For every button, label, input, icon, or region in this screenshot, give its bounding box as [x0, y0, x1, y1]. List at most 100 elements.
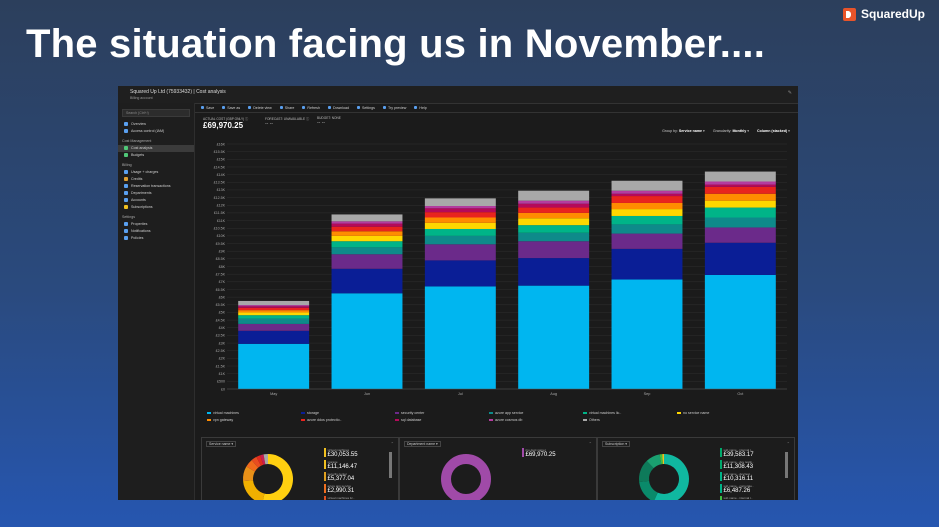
- breakdown-item[interactable]: security center £5,377.04: [324, 472, 384, 482]
- bar-segment-virtual-machines-lic--aug[interactable]: [518, 225, 590, 233]
- bar-segment-security-center-jul[interactable]: [424, 244, 496, 261]
- bar-segment-others-aug[interactable]: [518, 190, 590, 201]
- sidebar-item-credits[interactable]: Credits: [118, 176, 194, 183]
- bar-segment-azure-app-service-jun[interactable]: [331, 247, 403, 255]
- bar-segment-sql-database-aug[interactable]: [518, 203, 590, 208]
- donut-slice[interactable]: [654, 454, 689, 500]
- donut-slice[interactable]: [639, 480, 658, 500]
- bar-segment-sql-database-may[interactable]: [238, 306, 310, 308]
- donut-slice[interactable]: [441, 454, 491, 500]
- panel-expand-icon[interactable]: ⌃: [786, 441, 790, 446]
- granularity-control[interactable]: Granularity: Monthly ▾: [712, 129, 750, 133]
- bar-segment-virtual-machines-lic--oct[interactable]: [704, 207, 776, 218]
- sidebar-item-cost-analysis[interactable]: Cost analysis: [118, 145, 194, 152]
- bar-segment-storage-aug[interactable]: [518, 258, 590, 286]
- donut-slice[interactable]: [659, 454, 663, 465]
- bar-segment-azure-ddos-protectio--may[interactable]: [238, 307, 310, 311]
- breakdown-item[interactable]: virtual machines £30,053.55: [324, 448, 384, 458]
- breakdown-item[interactable]: sub name - internal t.. £39,583.17: [720, 448, 780, 458]
- bar-segment-virtual-machines-lic--may[interactable]: [238, 315, 310, 319]
- bar-segment-vpn-gateway-sep[interactable]: [611, 202, 683, 210]
- legend-item[interactable]: azure app service: [489, 411, 569, 415]
- sidebar-item-properties[interactable]: Properties: [118, 221, 194, 228]
- bar-segment-azure-app-service-sep[interactable]: [611, 224, 683, 234]
- bar-segment-virtual-machines-jun[interactable]: [331, 293, 403, 389]
- pin-icon[interactable]: ✎: [787, 90, 792, 96]
- sidebar-item-access-control-iam[interactable]: Access control (IAM): [118, 128, 194, 135]
- bar-segment-azure-ddos-protectio--aug[interactable]: [518, 207, 590, 213]
- bar-segment-security-center-may[interactable]: [238, 323, 310, 331]
- donut-slice[interactable]: [260, 454, 266, 465]
- sidebar-item-policies[interactable]: Policies: [118, 235, 194, 242]
- toolbar-delete-view-button[interactable]: Delete view: [248, 106, 272, 110]
- bar-segment-storage-jun[interactable]: [331, 268, 403, 294]
- bar-segment-vpn-gateway-oct[interactable]: [704, 193, 776, 201]
- bar-segment-azure-ddos-protectio--jun[interactable]: [331, 226, 403, 232]
- bar-segment-azure-app-service-may[interactable]: [238, 318, 310, 324]
- bar-segment-azure-ddos-protectio--oct[interactable]: [704, 186, 776, 194]
- panel-expand-icon[interactable]: ⌃: [390, 441, 394, 446]
- bar-segment-vpn-gateway-jun[interactable]: [331, 231, 403, 236]
- breakdown-item[interactable]: sub name - dev testin.. £11,308.43: [720, 460, 780, 470]
- sidebar-search-input[interactable]: Search (Ctrl+/): [122, 109, 190, 117]
- bar-segment-no-service-name-jul[interactable]: [424, 222, 496, 229]
- breakdown-item[interactable]: virtual machines lic..£2,047.28: [324, 496, 384, 500]
- service-panel-header[interactable]: Service name ▾: [206, 441, 237, 447]
- bar-segment-no-service-name-oct[interactable]: [704, 200, 776, 208]
- bar-segment-others-jun[interactable]: [331, 214, 403, 222]
- toolbar-refresh-button[interactable]: Refresh: [302, 106, 320, 110]
- sidebar-item-budgets[interactable]: Budgets: [118, 152, 194, 159]
- bar-segment-sql-database-oct[interactable]: [704, 184, 776, 187]
- donut-slice[interactable]: [243, 466, 255, 482]
- donut-slice[interactable]: [246, 460, 259, 472]
- bar-segment-no-service-name-sep[interactable]: [611, 209, 683, 216]
- panel-expand-icon[interactable]: ⌃: [588, 441, 592, 446]
- bar-segment-security-center-sep[interactable]: [611, 233, 683, 249]
- legend-item[interactable]: sql database: [395, 418, 475, 422]
- bar-segment-azure-app-service-oct[interactable]: [704, 217, 776, 228]
- bar-segment-azure-ddos-protectio--jul[interactable]: [424, 212, 496, 218]
- bar-segment-azure-cosmos-db-sep[interactable]: [611, 190, 683, 194]
- toolbar-download-button[interactable]: Download: [327, 106, 349, 110]
- toolbar-help-button[interactable]: Help: [414, 106, 427, 110]
- bar-segment-virtual-machines-oct[interactable]: [704, 274, 776, 389]
- sidebar-item-overview[interactable]: Overview: [118, 121, 194, 128]
- bar-segment-storage-may[interactable]: [238, 330, 310, 344]
- bar-segment-azure-app-service-jul[interactable]: [424, 235, 496, 245]
- bar-segment-virtual-machines-jul[interactable]: [424, 286, 496, 389]
- bar-segment-vpn-gateway-may[interactable]: [238, 310, 310, 313]
- bar-segment-azure-cosmos-db-aug[interactable]: [518, 200, 590, 204]
- panel-scrollbar[interactable]: [389, 452, 392, 478]
- toolbar-settings-button[interactable]: Settings: [356, 106, 375, 110]
- bar-segment-no-service-name-aug[interactable]: [518, 218, 590, 226]
- toolbar-save-button[interactable]: Save: [201, 106, 214, 110]
- breakdown-item[interactable]: sub name - dev/test .. £10,316.11: [720, 472, 780, 482]
- bar-segment-sql-database-jul[interactable]: [424, 208, 496, 213]
- actual-cost-value[interactable]: £69,970.25: [203, 121, 244, 130]
- legend-item[interactable]: virtual machines: [207, 411, 287, 415]
- bar-segment-virtual-machines-lic--jun[interactable]: [331, 241, 403, 248]
- breakdown-item[interactable]: azure app service £2,990.31: [324, 484, 384, 494]
- bar-segment-no-service-name-jun[interactable]: [331, 235, 403, 242]
- bar-segment-sql-database-jun[interactable]: [331, 223, 403, 227]
- sidebar-item-accounts[interactable]: Accounts: [118, 197, 194, 204]
- bar-segment-azure-app-service-aug[interactable]: [518, 232, 590, 242]
- toolbar-save-as-button[interactable]: Save as: [222, 106, 240, 110]
- legend-item[interactable]: Others: [583, 418, 663, 422]
- bar-segment-others-oct[interactable]: [704, 171, 776, 182]
- breakdown-item[interactable]: (no dept name) £69,970.25: [522, 448, 582, 458]
- sidebar-item-reservation-transactions[interactable]: Reservation transactions: [118, 183, 194, 190]
- donut-slice[interactable]: [639, 460, 654, 483]
- legend-item[interactable]: no service name: [677, 411, 757, 415]
- toolbar-share-button[interactable]: Share: [279, 106, 294, 110]
- bar-segment-virtual-machines-sep[interactable]: [611, 279, 683, 389]
- donut-slice[interactable]: [243, 480, 265, 500]
- bar-segment-virtual-machines-lic--sep[interactable]: [611, 215, 683, 225]
- donut-slice[interactable]: [263, 454, 268, 465]
- bar-segment-virtual-machines-may[interactable]: [238, 343, 310, 389]
- bar-segment-others-jul[interactable]: [424, 198, 496, 207]
- bar-segment-no-service-name-may[interactable]: [238, 312, 310, 316]
- bar-segment-security-center-aug[interactable]: [518, 241, 590, 259]
- legend-item[interactable]: virtual machines lic..: [583, 411, 663, 415]
- bar-segment-storage-oct[interactable]: [704, 242, 776, 275]
